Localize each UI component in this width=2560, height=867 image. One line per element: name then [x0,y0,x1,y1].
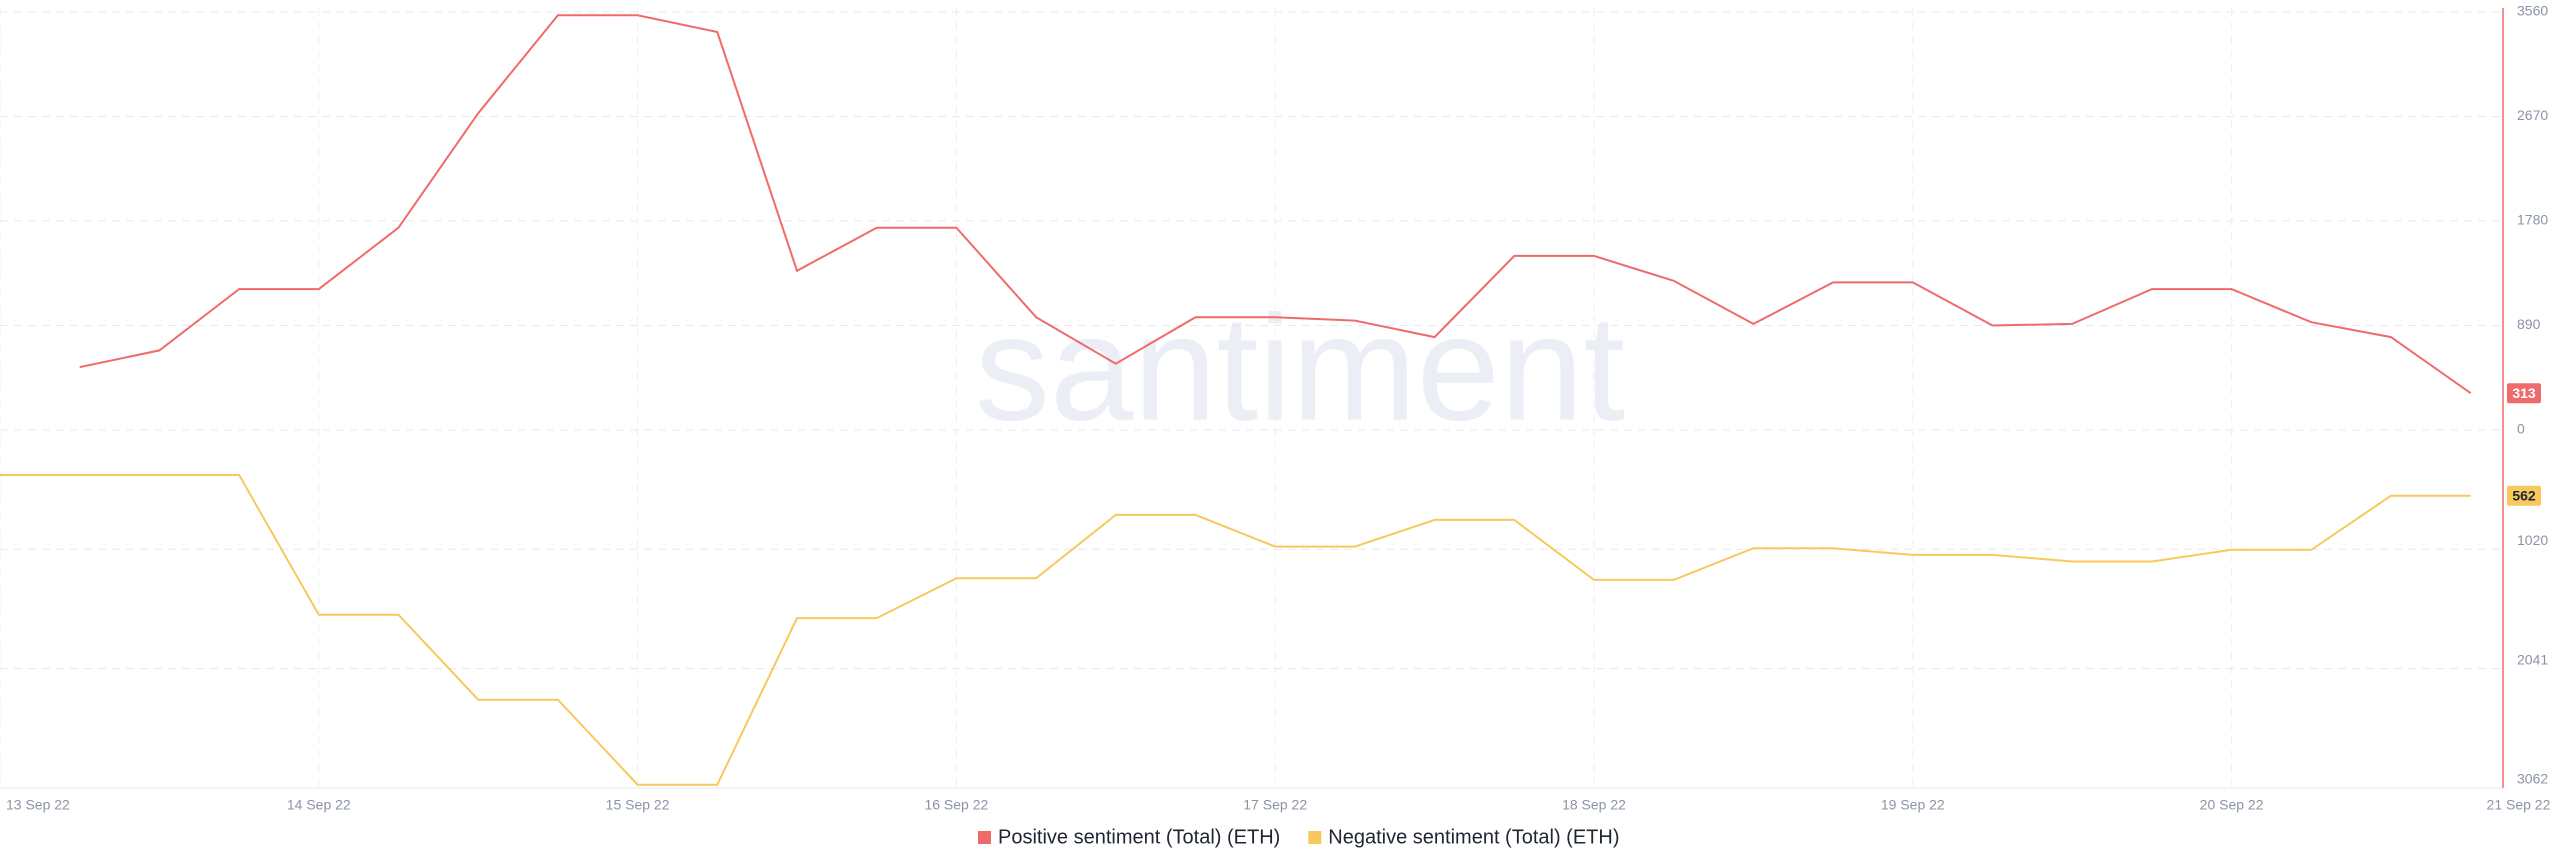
y-tick-label: 890 [2517,316,2541,332]
last-value-badge [2507,383,2541,404]
legend-label: Negative sentiment (Total) (ETH) [1328,826,1619,848]
y-tick-label: 1780 [2517,212,2548,228]
x-tick-label: 13 Sep 22 [6,797,70,813]
x-tick-label: 20 Sep 22 [2200,797,2264,813]
last-value-badge [2507,485,2541,506]
y2-tick-label: 2041 [2517,651,2548,667]
series-line [79,14,2472,395]
last-value-label: 313 [2512,385,2536,401]
x-tick-label: 14 Sep 22 [287,797,351,813]
x-tick-label: 21 Sep 22 [2487,797,2551,813]
watermark: santiment [975,284,1625,452]
last-value-label: 562 [2512,487,2536,503]
y-tick-label: 0 [2517,421,2525,437]
x-tick-label: 15 Sep 22 [606,797,670,813]
y-tick-label: 3560 [2517,3,2548,19]
x-tick-label: 17 Sep 22 [1243,797,1307,813]
legend-label: Positive sentiment (Total) (ETH) [998,826,1280,848]
legend-swatch [978,831,991,844]
y-tick-label: 2670 [2517,107,2548,123]
x-tick-label: 19 Sep 22 [1881,797,1945,813]
legend-swatch [1308,831,1322,844]
x-tick-label: 18 Sep 22 [1562,797,1626,813]
y2-tick-label: 1020 [2517,532,2548,548]
x-tick-label: 16 Sep 22 [924,797,988,813]
series-line [0,474,2471,786]
y2-tick-label: 3062 [2517,771,2548,787]
